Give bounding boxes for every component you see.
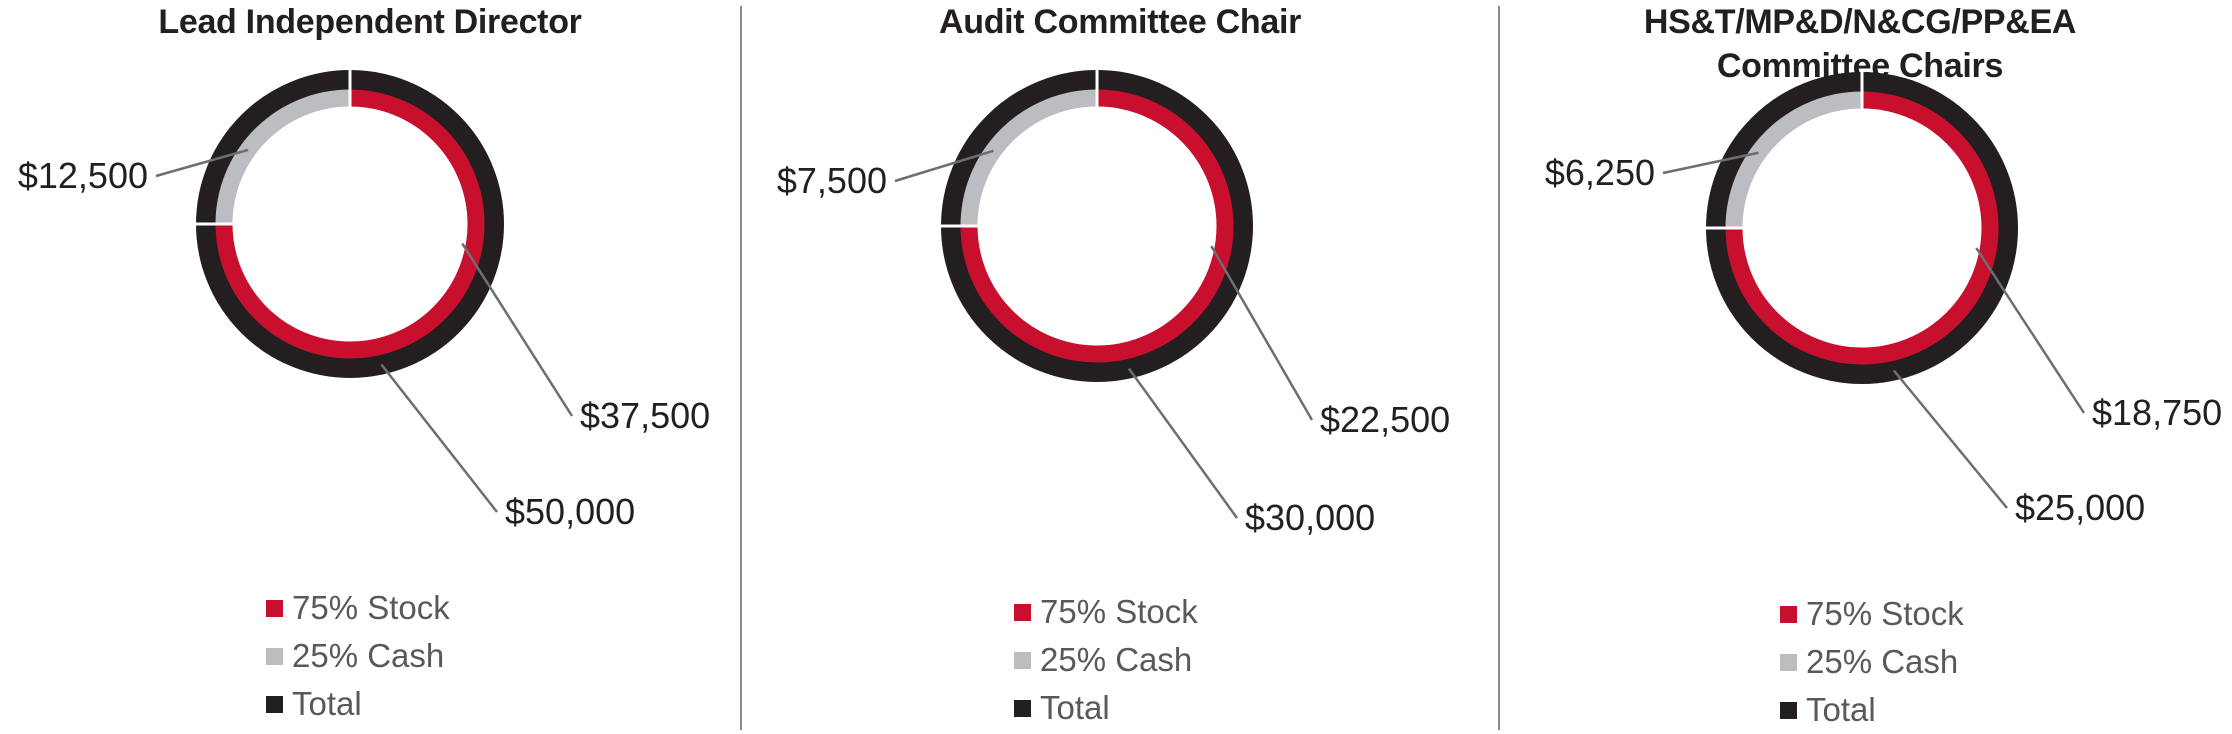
legend-label-stock: 75% Stock	[1806, 595, 1964, 632]
legend-item-cash: 25% Cash	[266, 632, 450, 680]
chart-panel-audit-committee-chair: Audit Committee Chair $22,500 $7,500 $30,0…	[742, 0, 1498, 730]
cash-value-label: $7,500	[777, 160, 887, 201]
legend-item-cash: 25% Cash	[1780, 638, 1964, 686]
cash-value-label-leader	[155, 148, 249, 178]
chart-title: Audit Committee Chair	[938, 3, 1302, 41]
cash-value-label: $6,250	[1545, 152, 1655, 193]
legend-item-cash: 25% Cash	[1014, 636, 1198, 684]
stock-swatch	[1780, 605, 1797, 623]
stock-segment	[960, 89, 1234, 363]
donut-chart: $37,500 $12,500 $50,000	[18, 68, 710, 532]
stock-value-label: $18,750	[2092, 392, 2222, 433]
total-swatch	[1780, 701, 1797, 719]
panel-divider	[1498, 6, 1500, 730]
stock-value-label-leader	[461, 242, 574, 417]
total-value-label: $30,000	[1245, 497, 1375, 538]
legend-label-total: Total	[292, 685, 362, 722]
total-value-label-leader	[1892, 369, 2008, 509]
legend-item-stock: 75% Stock	[1014, 588, 1198, 636]
legend-label-total: Total	[1040, 689, 1110, 726]
panel-divider	[740, 6, 742, 730]
stock-value-label-leader	[1975, 247, 2086, 414]
chart-legend: 75% Stock 25% Cash Total	[266, 584, 450, 728]
legend-label-stock: 75% Stock	[1040, 593, 1198, 630]
legend-label-cash: 25% Cash	[292, 637, 445, 674]
stock-segment	[215, 89, 485, 359]
cash-value-label-leader	[1662, 151, 1759, 175]
donut-chart: $22,500 $7,500 $30,000	[777, 68, 1450, 538]
chart-panel-committee-chairs: HS&T/MP&D/N&CG/PP&EA Committee Chairs $1…	[1500, 0, 2232, 730]
stock-value-label-leader	[1210, 245, 1314, 421]
cash-segment	[215, 89, 351, 225]
legend-label-stock: 75% Stock	[292, 589, 450, 626]
chart-title: Lead Independent Director	[158, 3, 582, 41]
chart-panel-lead-independent-director: Lead Independent Director $37,500 $12,500…	[0, 0, 740, 730]
total-value-label: $50,000	[505, 491, 635, 532]
legend-label-cash: 25% Cash	[1806, 643, 1959, 680]
cash-segment	[1725, 91, 1863, 229]
total-ring	[941, 70, 1253, 382]
donut-chart: $18,750 $6,250 $25,000	[1545, 70, 2222, 528]
cash-value-label-leader	[894, 149, 994, 183]
total-value-label-leader	[1127, 367, 1239, 519]
total-ring	[196, 70, 504, 378]
stock-swatch	[266, 599, 283, 617]
total-swatch	[266, 695, 283, 713]
total-value-label: $25,000	[2015, 487, 2145, 528]
stock-value-label: $22,500	[1320, 399, 1450, 440]
stock-value-label: $37,500	[580, 395, 710, 436]
legend-item-total: Total	[1014, 684, 1198, 732]
chart-legend: 75% Stock 25% Cash Total	[1780, 590, 1964, 734]
legend-label-cash: 25% Cash	[1040, 641, 1193, 678]
legend-item-total: Total	[266, 680, 450, 728]
legend-item-stock: 75% Stock	[1780, 590, 1964, 638]
stock-segment	[1725, 91, 1999, 365]
chart-legend: 75% Stock 25% Cash Total	[1014, 588, 1198, 732]
total-swatch	[1014, 699, 1031, 717]
stock-swatch	[1014, 603, 1031, 621]
cash-value-label: $12,500	[18, 155, 148, 196]
legend-item-stock: 75% Stock	[266, 584, 450, 632]
cash-segment	[960, 89, 1098, 227]
cash-swatch	[1014, 651, 1031, 669]
legend-item-total: Total	[1780, 686, 1964, 734]
cash-swatch	[266, 647, 283, 665]
total-ring	[1706, 72, 2018, 384]
legend-label-total: Total	[1806, 691, 1876, 728]
total-value-label-leader	[380, 363, 498, 513]
cash-swatch	[1780, 653, 1797, 671]
